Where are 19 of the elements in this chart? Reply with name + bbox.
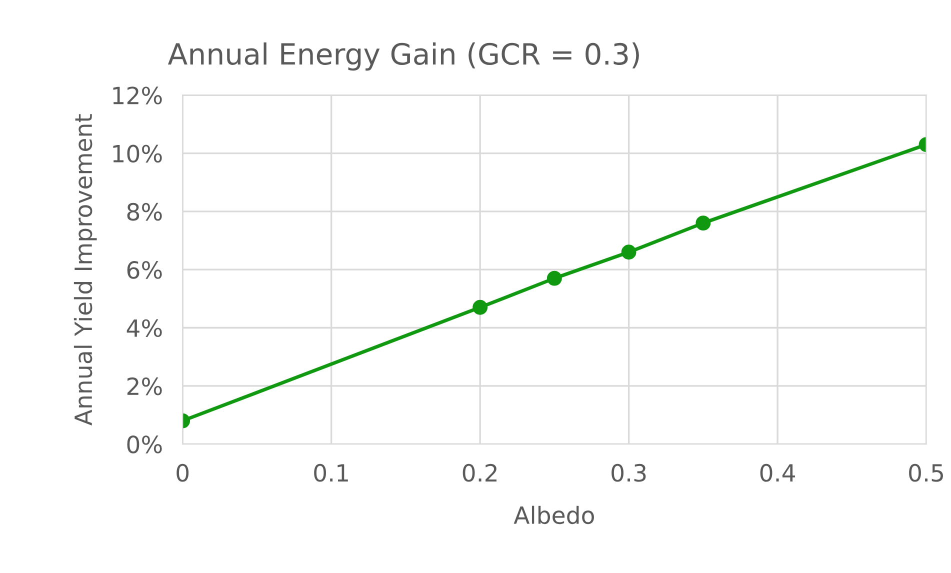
point — [472, 300, 488, 315]
y-tick-label: 12% — [113, 86, 162, 104]
chart-title: Annual Energy Gain (GCR = 0.3) — [168, 42, 639, 71]
y-tick-label: 10% — [113, 144, 162, 163]
x-tick-label: 0.1 — [314, 464, 348, 482]
x-tick-label: 0 — [176, 464, 189, 482]
x-axis-title: Albedo — [514, 506, 594, 524]
y-tick-label: 8% — [127, 202, 162, 221]
y-tick-label: 2% — [127, 377, 162, 396]
y-axis-title: Annual Yield Improvement — [74, 114, 97, 426]
y-tick-label: 0% — [127, 436, 162, 454]
y-tick-label: 6% — [127, 261, 162, 279]
point — [546, 270, 562, 286]
x-tick-label: 0.5 — [909, 464, 943, 482]
x-tick-label: 0.3 — [612, 464, 646, 482]
y-tick-label: 4% — [126, 319, 162, 338]
x-tick-label: 0.2 — [462, 464, 496, 482]
x-tick-label: 0.4 — [760, 464, 795, 482]
point — [621, 244, 636, 260]
